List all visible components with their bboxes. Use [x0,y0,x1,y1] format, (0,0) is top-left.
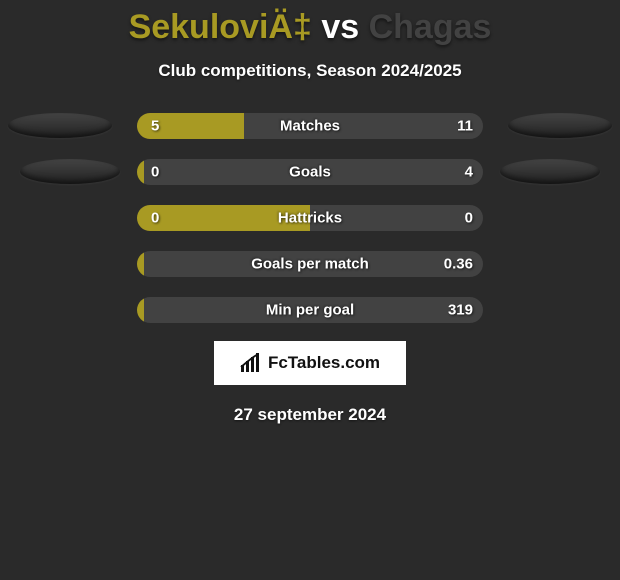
subtitle: Club competitions, Season 2024/2025 [158,61,461,81]
title-player2: Chagas [369,8,492,46]
metric-value-left: 0 [151,164,159,181]
metric-bar: Goals per match 0.36 [137,251,483,277]
brand-text: FcTables.com [268,353,380,373]
metric-row: Matches 5 11 [0,113,620,139]
metric-row: Hattricks 0 0 [0,205,620,231]
chart-icon [240,353,262,373]
metric-label: Goals [289,164,331,181]
metric-row: Goals per match 0.36 [0,251,620,277]
comparison-rows: Matches 5 11 Goals 0 4 Hattricks 0 0 Goals per ma… [0,113,620,323]
metric-label: Goals per match [251,256,369,273]
metric-value-right: 4 [465,164,473,181]
metric-label: Min per goal [266,302,354,319]
player1-ellipse [20,159,120,184]
bar-left [137,159,144,185]
brand-box: FcTables.com [214,341,406,385]
title-vs: vs [321,8,359,46]
bar-left [137,297,144,323]
page-title: SekuloviÄ‡ vs Chagas [129,8,492,47]
metric-row: Goals 0 4 [0,159,620,185]
metric-label: Matches [280,118,340,135]
bar-left [137,251,144,277]
metric-value-right: 0 [465,210,473,227]
metric-value-right: 11 [457,118,473,135]
player2-ellipse [508,113,612,138]
metric-value-left: 5 [151,118,159,135]
metric-value-left: 0 [151,210,159,227]
metric-label: Hattricks [278,210,342,227]
metric-bar: Goals 0 4 [137,159,483,185]
metric-value-right: 0.36 [444,256,473,273]
metric-bar: Matches 5 11 [137,113,483,139]
metric-value-right: 319 [448,302,473,319]
player2-ellipse [500,159,600,184]
metric-row: Min per goal 319 [0,297,620,323]
metric-bar: Min per goal 319 [137,297,483,323]
date-text: 27 september 2024 [234,405,386,425]
title-player1: SekuloviÄ‡ [129,8,312,46]
player1-ellipse [8,113,112,138]
metric-bar: Hattricks 0 0 [137,205,483,231]
